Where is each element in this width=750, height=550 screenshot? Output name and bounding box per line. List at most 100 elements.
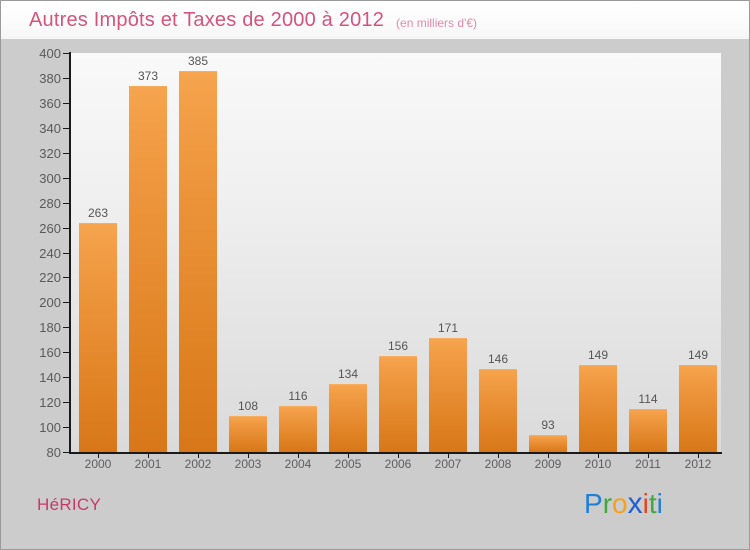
y-axis-tick-label: 160 bbox=[39, 345, 61, 361]
y-axis-tick bbox=[63, 202, 70, 204]
logo-letter: i bbox=[656, 488, 663, 519]
x-axis-tick bbox=[448, 453, 449, 458]
bar-slot[interactable]: 156 bbox=[373, 53, 423, 452]
bar[interactable] bbox=[79, 222, 117, 452]
x-axis-tick bbox=[698, 453, 699, 458]
bars-layer: 263 373 385 108 116 134 156 171 146 93 149 114 149 bbox=[70, 53, 721, 452]
logo-letter: P bbox=[584, 488, 603, 519]
y-axis-tick bbox=[63, 152, 70, 154]
y-axis-tick-label: 220 bbox=[39, 270, 61, 286]
bar-value-label: 149 bbox=[687, 347, 709, 362]
y-axis-tick bbox=[63, 77, 70, 79]
y-axis-tick-label: 140 bbox=[39, 370, 61, 386]
bar-value-label: 116 bbox=[288, 389, 308, 404]
y-axis-tick-label: 400 bbox=[39, 46, 61, 61]
bar-slot[interactable]: 149 bbox=[673, 53, 723, 452]
y-axis-tick bbox=[63, 402, 70, 404]
bar-value-label: 263 bbox=[87, 205, 109, 220]
bar[interactable] bbox=[579, 364, 617, 452]
x-axis-tick-label: 2010 bbox=[584, 457, 612, 471]
y-axis-tick bbox=[63, 302, 70, 304]
bar[interactable] bbox=[529, 434, 567, 452]
y-axis-tick bbox=[63, 252, 70, 254]
x-axis-tick bbox=[348, 453, 349, 458]
bar[interactable] bbox=[379, 356, 417, 452]
y-axis-tick bbox=[63, 177, 70, 179]
x-axis-tick-label: 2000 bbox=[84, 457, 112, 471]
bar-slot[interactable]: 146 bbox=[473, 53, 523, 452]
x-axis-tick-label: 2001 bbox=[134, 457, 162, 471]
y-axis-tick bbox=[63, 277, 70, 279]
logo-letter: i bbox=[642, 488, 649, 519]
x-axis-tick-label: 2003 bbox=[234, 457, 262, 471]
x-axis-tick-label: 2012 bbox=[684, 457, 712, 471]
y-axis-tick-label: 100 bbox=[39, 420, 61, 436]
proxiti-logo[interactable]: Proxiti bbox=[584, 487, 663, 521]
bar[interactable] bbox=[229, 416, 267, 452]
y-axis-line bbox=[69, 52, 71, 453]
x-axis-labels: 2000 2001 2002 2003 2004 2005 2006 2007 2008 2009… bbox=[70, 457, 721, 477]
bar-slot[interactable]: 108 bbox=[223, 53, 273, 452]
y-axis-labels: 80 100 120 140 160 180 200 220 240 260 280 300 320 34… bbox=[1, 1, 61, 549]
x-axis-tick-label: 2009 bbox=[534, 457, 562, 471]
x-axis-tick bbox=[248, 453, 249, 458]
bar[interactable] bbox=[679, 364, 717, 452]
y-axis-tick bbox=[63, 102, 70, 104]
x-axis-tick bbox=[498, 453, 499, 458]
bar-value-label: 171 bbox=[437, 320, 459, 335]
bar-slot[interactable]: 134 bbox=[323, 53, 373, 452]
y-axis-tick bbox=[63, 377, 70, 379]
bar[interactable] bbox=[479, 368, 517, 452]
x-axis-tick bbox=[648, 453, 649, 458]
bar[interactable] bbox=[429, 337, 467, 452]
x-axis-tick bbox=[98, 453, 99, 458]
bar[interactable] bbox=[179, 70, 217, 452]
x-axis-tick-label: 2006 bbox=[384, 457, 412, 471]
x-axis-line bbox=[69, 452, 722, 454]
bar[interactable] bbox=[129, 85, 167, 452]
x-axis-tick bbox=[148, 453, 149, 458]
y-axis-tick-label: 80 bbox=[46, 445, 61, 460]
x-axis-tick-label: 2011 bbox=[635, 457, 661, 471]
y-axis-tick-label: 260 bbox=[39, 220, 61, 236]
bar-slot[interactable]: 263 bbox=[73, 53, 123, 452]
bar[interactable] bbox=[329, 383, 367, 452]
chart-subtitle: (en milliers d'€) bbox=[396, 15, 478, 30]
x-axis-tick bbox=[598, 453, 599, 458]
y-axis-tick-label: 320 bbox=[39, 145, 61, 161]
bar-value-label: 149 bbox=[587, 347, 609, 362]
bar-slot[interactable]: 114 bbox=[623, 53, 673, 452]
y-axis-tick bbox=[63, 327, 70, 329]
y-axis-tick-label: 380 bbox=[39, 70, 61, 86]
bar-slot[interactable]: 385 bbox=[173, 53, 223, 452]
bar-value-label: 134 bbox=[337, 366, 359, 381]
bar[interactable] bbox=[279, 406, 317, 452]
y-axis-tick bbox=[63, 427, 70, 429]
x-axis-tick bbox=[198, 453, 199, 458]
bar-slot[interactable]: 116 bbox=[273, 53, 323, 452]
bar-value-label: 156 bbox=[387, 339, 409, 354]
bar[interactable] bbox=[629, 408, 667, 452]
footer: HéRICY Proxiti bbox=[1, 481, 749, 549]
bar-value-label: 146 bbox=[487, 351, 509, 366]
bar-slot[interactable]: 149 bbox=[573, 53, 623, 452]
logo-letter: r bbox=[602, 488, 613, 519]
y-axis-tick bbox=[63, 127, 70, 129]
bar-value-label: 114 bbox=[638, 391, 658, 406]
title-bar: Autres Impôts et Taxes de 2000 à 2012 (e… bbox=[1, 1, 749, 39]
bar-slot[interactable]: 171 bbox=[423, 53, 473, 452]
y-axis-tick bbox=[63, 53, 70, 54]
bar-value-label: 108 bbox=[237, 399, 259, 414]
y-axis-tick-label: 120 bbox=[39, 395, 61, 411]
y-axis-tick-label: 180 bbox=[39, 320, 61, 336]
x-axis-tick-label: 2007 bbox=[434, 457, 462, 471]
bar-value-label: 93 bbox=[541, 417, 555, 432]
y-axis-tick-label: 240 bbox=[39, 245, 61, 261]
logo-letter: t bbox=[648, 488, 657, 519]
bar-slot[interactable]: 93 bbox=[523, 53, 573, 452]
y-axis-tick-label: 300 bbox=[39, 170, 61, 186]
y-axis-tick-label: 200 bbox=[39, 295, 61, 311]
page-title: Autres Impôts et Taxes de 2000 à 2012 bbox=[29, 8, 385, 31]
bar-slot[interactable]: 373 bbox=[123, 53, 173, 452]
